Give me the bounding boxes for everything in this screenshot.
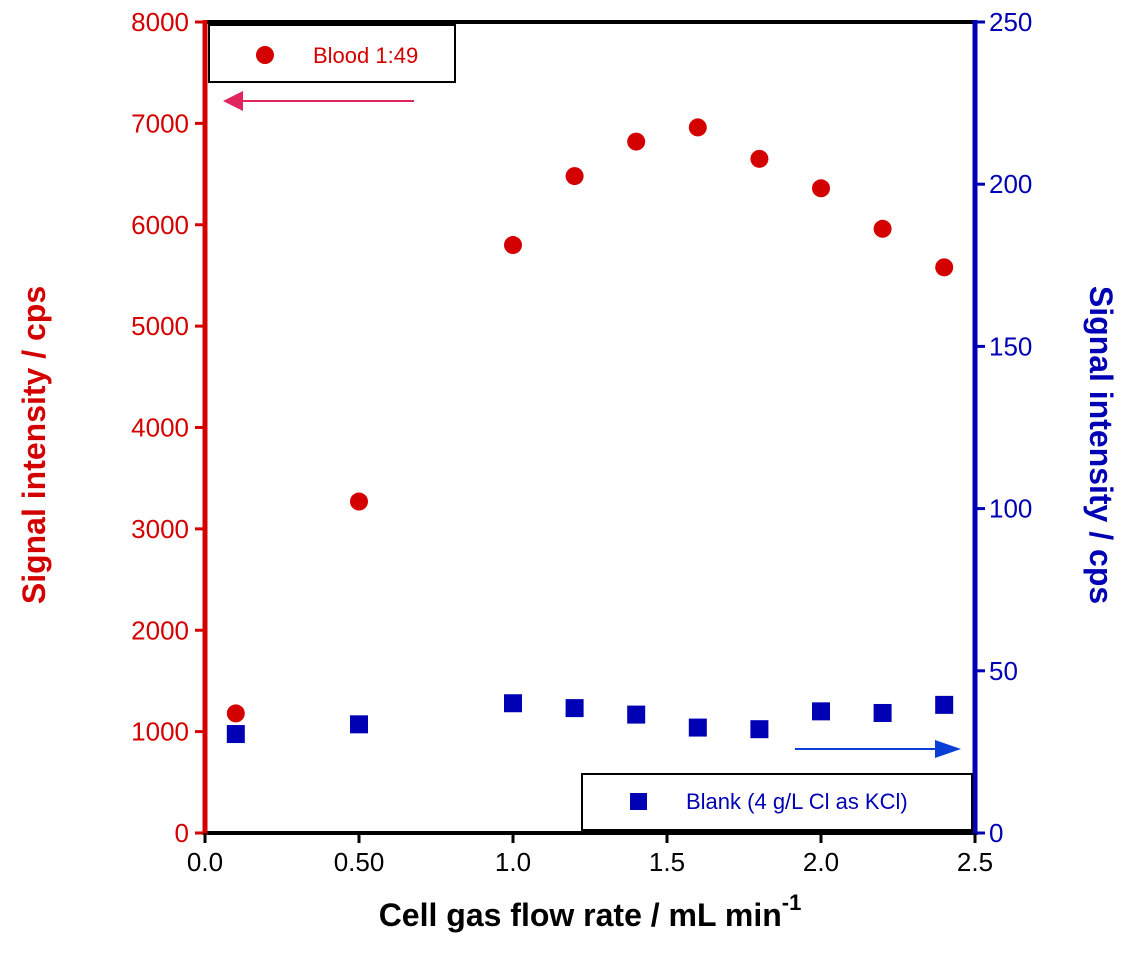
blank-data-point — [226, 725, 245, 744]
left-tick-label: 8000 — [131, 7, 189, 37]
blank-data-point — [812, 702, 830, 721]
x-axis-title: Cell gas flow rate / mL min-1 — [379, 890, 802, 933]
series-blank — [226, 694, 954, 744]
blood-data-point — [812, 179, 830, 198]
blank-data-point — [627, 705, 646, 724]
x-tick-label: 0.50 — [334, 847, 385, 877]
left-tick-label: 1000 — [131, 717, 189, 747]
right-tick-label: 0 — [989, 818, 1003, 848]
blank-data-point — [565, 699, 584, 718]
legend-blood-marker — [256, 46, 274, 64]
blood-data-point — [627, 132, 646, 151]
legend-blood-label: Blood 1:49 — [313, 43, 418, 68]
left-axis-title: Signal intensity / cps — [16, 286, 52, 604]
blood-data-point — [565, 167, 584, 186]
right-axis-arrow — [795, 740, 961, 758]
blank-data-point — [935, 695, 954, 714]
blank-data-point — [688, 718, 707, 737]
legend-blank: Blank (4 g/L Cl as KCl) — [581, 773, 973, 831]
blood-data-point — [350, 492, 368, 511]
x-tick-label: 1.5 — [649, 847, 685, 877]
x-axis-title-superscript: -1 — [782, 890, 802, 915]
x-axis-title-main: Cell gas flow rate / mL min — [379, 897, 782, 933]
blood-data-point — [935, 258, 954, 277]
left-tick-label: 4000 — [131, 413, 189, 443]
legend-blank-label: Blank (4 g/L Cl as KCl) — [686, 789, 908, 814]
right-tick-label: 200 — [989, 169, 1032, 199]
legend-blank-marker — [630, 793, 647, 810]
legend-blood-box — [208, 24, 456, 83]
left-tick-label: 7000 — [131, 108, 189, 138]
right-tick-label: 250 — [989, 7, 1032, 37]
blank-data-point — [350, 715, 368, 734]
left-tick-label: 5000 — [131, 311, 189, 341]
x-tick-label: 2.5 — [957, 847, 993, 877]
blood-data-point — [750, 149, 769, 168]
blood-data-point — [226, 704, 245, 723]
left-tick-label: 6000 — [131, 210, 189, 240]
blank-data-point — [873, 703, 892, 722]
x-tick-label: 0.0 — [187, 847, 223, 877]
left-tick-label: 3000 — [131, 514, 189, 544]
right-tick-label: 100 — [989, 494, 1032, 524]
blank-data-point — [750, 720, 769, 739]
blank-data-point — [504, 694, 522, 713]
left-tick-label: 0 — [175, 818, 189, 848]
right-tick-label: 50 — [989, 656, 1018, 686]
right-axis-arrow-head — [935, 740, 961, 758]
blood-data-point — [688, 118, 707, 137]
x-tick-label: 2.0 — [803, 847, 839, 877]
x-axis-ticks: 0.0 0.50 1.0 1.5 2.0 2.5 — [187, 833, 993, 877]
x-tick-label: 1.0 — [495, 847, 531, 877]
legend-blood: Blood 1:49 — [208, 24, 456, 83]
blood-data-point — [873, 219, 892, 238]
right-axis-ticks: 0 50 100 150 200 250 — [975, 7, 1032, 848]
left-tick-label: 2000 — [131, 615, 189, 645]
series-blood — [226, 118, 954, 723]
blood-data-point — [504, 236, 522, 255]
right-axis-title: Signal intensity / cps — [1083, 286, 1119, 604]
right-tick-label: 150 — [989, 331, 1032, 361]
left-axis-ticks: 0 1000 2000 3000 4000 5000 6000 7000 8000 — [131, 7, 205, 848]
